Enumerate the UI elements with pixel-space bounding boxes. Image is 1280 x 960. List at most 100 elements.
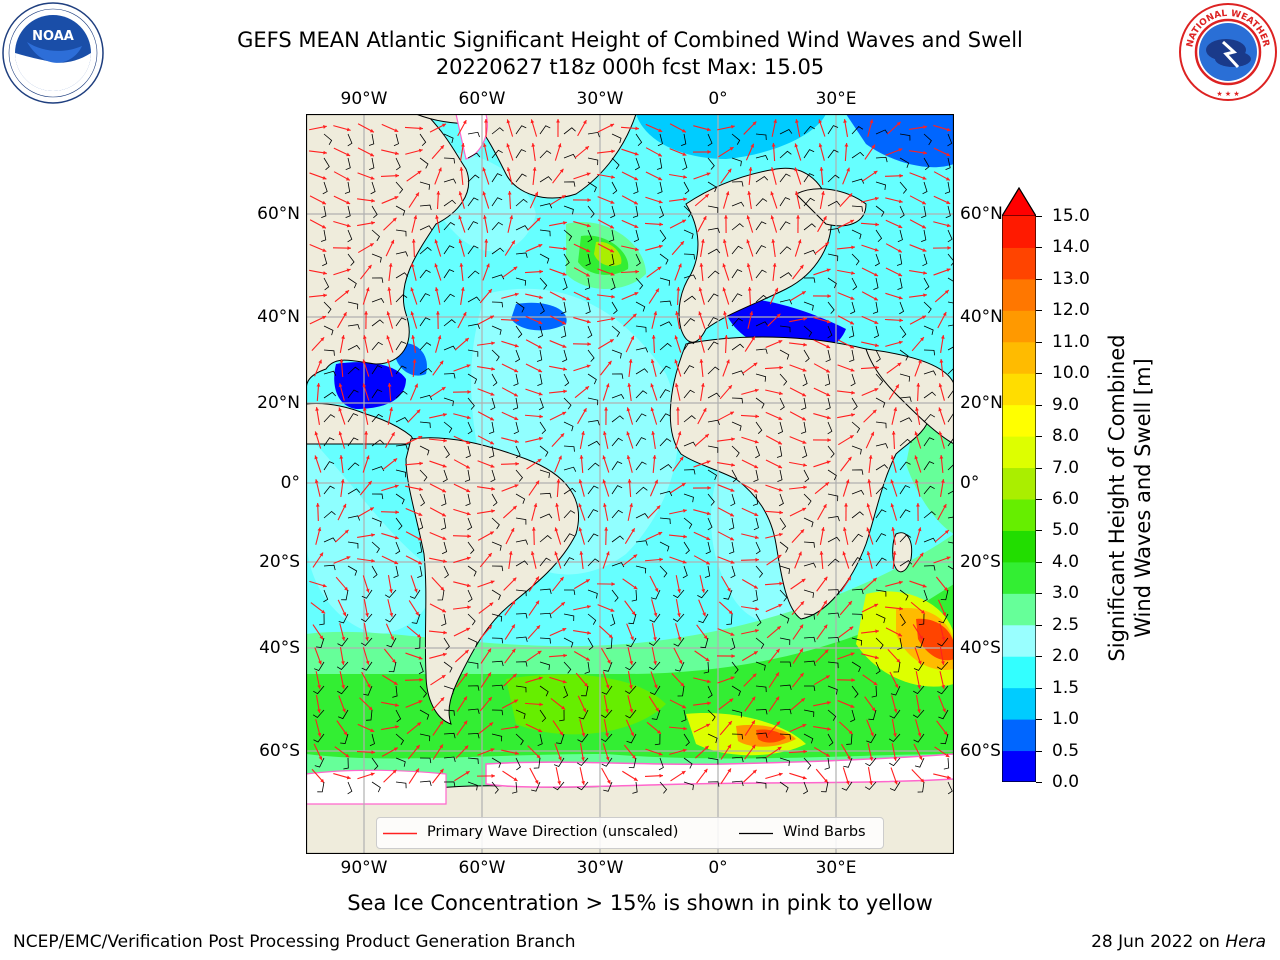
wave-arrow-head xyxy=(749,311,754,316)
wave-arrow-head xyxy=(893,407,898,412)
wave-arrow-head xyxy=(605,756,610,761)
wave-arrow-head xyxy=(778,604,783,608)
wave-arrow-head xyxy=(755,606,759,611)
colorbar-extend-arrow xyxy=(1002,187,1036,217)
wave-arrow-head xyxy=(894,780,898,785)
wind-barb xyxy=(365,709,373,721)
wave-arrow-head xyxy=(796,215,800,219)
wind-barb xyxy=(361,661,373,671)
wave-arrow-head xyxy=(653,661,657,665)
wind-barb xyxy=(755,685,767,693)
wind-barb xyxy=(659,463,673,471)
wave-arrow-head xyxy=(487,648,491,653)
wind-barb xyxy=(584,277,591,290)
wave-arrow-head xyxy=(394,535,399,540)
wave-arrow-head xyxy=(389,407,393,412)
wave-arrow-head xyxy=(515,725,519,730)
wave-arrow-head xyxy=(514,368,519,373)
wave-arrow-head xyxy=(510,527,515,532)
wave-arrow-head xyxy=(387,287,392,291)
wind-barb xyxy=(491,149,503,159)
wave-arrow-head xyxy=(607,360,612,365)
wind-barb xyxy=(467,708,480,714)
wind-barb xyxy=(875,181,886,190)
wind-barb xyxy=(872,301,879,314)
wind-barb xyxy=(603,781,613,792)
wave-arrow-head xyxy=(849,435,854,439)
wind-barb xyxy=(515,173,527,183)
wind-barb xyxy=(753,469,759,483)
wind-barb xyxy=(467,373,478,385)
colorbar-swatch xyxy=(1002,499,1036,531)
wind-barb xyxy=(611,437,623,447)
wave-arrow-head xyxy=(338,431,343,436)
wind-barb xyxy=(938,709,949,720)
wind-barb xyxy=(875,156,888,163)
wave-arrow-head xyxy=(923,270,927,275)
wave-arrow-head xyxy=(562,344,567,348)
wave-arrow-head xyxy=(842,527,847,532)
wave-arrow-head xyxy=(458,191,463,196)
wind-barb xyxy=(347,344,361,351)
wave-arrow-head xyxy=(560,433,565,438)
wave-arrow-head xyxy=(490,580,495,584)
wind-barb xyxy=(443,157,455,164)
wave-arrow-head xyxy=(491,341,495,346)
wave-arrow-head xyxy=(754,388,759,393)
wind-barb xyxy=(778,493,784,507)
wind-barb xyxy=(611,461,623,471)
wind-barb xyxy=(611,485,623,495)
wind-barb xyxy=(587,440,601,447)
wind-barb xyxy=(865,757,877,767)
colorbar-tick-label: 7.0 xyxy=(1052,457,1080,478)
wind-barb xyxy=(336,661,349,670)
wave-arrow-head xyxy=(341,661,345,665)
wave-arrow-head xyxy=(703,635,708,640)
wave-arrow-head xyxy=(747,191,752,195)
wind-barb xyxy=(563,181,576,187)
wave-arrow-head xyxy=(461,143,465,147)
wave-arrow-head xyxy=(680,241,684,246)
wave-arrow-head xyxy=(488,625,492,630)
wave-arrow-head xyxy=(562,628,567,632)
wave-arrow-head xyxy=(391,659,396,664)
wave-arrow-head xyxy=(890,503,895,508)
wave-arrow-head xyxy=(634,247,639,252)
wave-arrow-head xyxy=(754,512,759,517)
wind-barb xyxy=(803,589,815,598)
wind-barb xyxy=(563,397,572,410)
wave-arrow-head xyxy=(801,416,806,421)
wind-barb xyxy=(755,321,769,327)
wind-barb xyxy=(467,296,481,303)
wind-barb xyxy=(803,660,816,666)
wind-barb xyxy=(779,733,791,740)
wave-arrow-head xyxy=(776,626,781,630)
wave-arrow-head xyxy=(538,368,543,373)
wind-barb xyxy=(707,270,720,279)
wind-barb xyxy=(611,349,622,359)
wave-arrow-head xyxy=(825,753,830,757)
wind-barb xyxy=(707,709,716,722)
wind-barb xyxy=(515,252,528,258)
wave-arrow-head xyxy=(506,167,511,172)
wave-arrow-head xyxy=(602,455,607,460)
wave-arrow-head xyxy=(530,119,535,124)
wave-arrow-head xyxy=(944,530,949,534)
wave-arrow-head xyxy=(631,611,636,616)
wind-barb xyxy=(875,464,889,471)
wave-arrow-head xyxy=(419,487,423,491)
wind-barb xyxy=(443,709,455,716)
wave-arrow-head xyxy=(466,488,471,493)
wind-barb xyxy=(707,366,720,375)
wave-arrow-head xyxy=(488,553,492,557)
wave-arrow-head xyxy=(920,778,925,783)
wave-arrow-head xyxy=(938,431,943,436)
wave-arrow-head xyxy=(800,529,805,534)
wave-arrow-head xyxy=(346,268,351,273)
wind-barb xyxy=(755,709,768,715)
wind-barb xyxy=(388,661,397,673)
wind-barb xyxy=(539,421,547,435)
wave-arrow-head xyxy=(436,191,441,195)
wave-arrow-head xyxy=(393,747,398,751)
wave-arrow-head xyxy=(515,318,519,323)
